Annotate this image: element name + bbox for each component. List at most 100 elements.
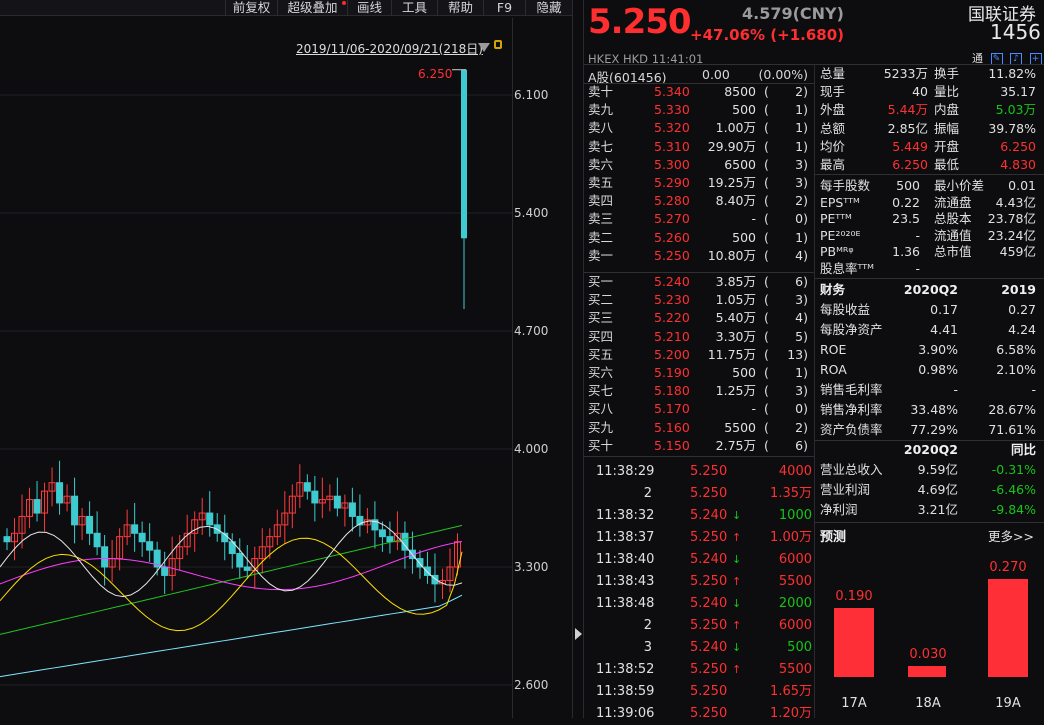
candle-body (72, 496, 78, 525)
order-count: 2) (795, 83, 808, 101)
expand-arrow-icon[interactable] (575, 628, 582, 640)
trade-row: 2 5.250 ↑ 6000 (596, 615, 812, 637)
candle-body (244, 567, 250, 570)
stat-value: 2.85亿 (888, 120, 928, 138)
trade-time: 11:38:59 (596, 681, 652, 703)
table-row: 销售净利率 33.48% 28.67% (820, 400, 1040, 420)
paren-open: ( (764, 247, 769, 265)
table-header: 2020Q2 同比 (820, 440, 1040, 460)
toolbar-label: 画线 (357, 0, 382, 15)
order-row[interactable]: 卖五 5.290 19.25万 (3) (588, 174, 812, 192)
trade-price: 5.240 (690, 549, 727, 571)
toolbar-hide-button[interactable]: 隐藏 (525, 0, 572, 16)
stat-row: EPSᵀᵀᴹ 0.22 流通盘 4.43亿 (820, 194, 1040, 212)
stat-key: 股息率ᵀᵀᴹ (820, 260, 874, 278)
arrow-down-icon: ↓ (732, 549, 741, 571)
toolbar-label: F9 (497, 0, 512, 15)
row-value: 2.10% (996, 360, 1036, 380)
order-count: 3) (795, 174, 808, 192)
order-volume: 3.30万 (716, 328, 756, 346)
candlestick-chart[interactable] (0, 18, 512, 718)
paren-open: ( (764, 346, 769, 364)
trade-volume: 1.35万 (770, 483, 812, 505)
order-row[interactable]: 卖六 5.300 6500 (3) (588, 156, 812, 174)
row-value: 9.59亿 (918, 460, 958, 480)
order-row[interactable]: 卖九 5.330 500 (1) (588, 101, 812, 119)
order-row[interactable]: 买二 5.230 1.05万 (3) (588, 291, 812, 309)
forecast-value: 0.030 (898, 647, 958, 662)
toolbar-draw-button[interactable]: 画线 (347, 0, 391, 16)
order-row[interactable]: 买四 5.210 3.30万 (5) (588, 328, 812, 346)
order-count: 3) (795, 156, 808, 174)
toolbar-overlay-button[interactable]: 超级叠加 (277, 0, 347, 16)
order-row[interactable]: 买八 5.170 -(0) (588, 400, 812, 418)
order-volume: 500 (732, 229, 756, 247)
order-level-label: 卖十 (588, 83, 613, 101)
paren-open: ( (764, 400, 769, 418)
order-row[interactable]: 买七 5.180 1.25万 (3) (588, 382, 812, 400)
stat-row: PBᴹᴿᵠ 1.36 总市值 459亿 (820, 243, 1040, 261)
more-link[interactable]: 更多>> (988, 526, 1034, 545)
trade-price: 5.240 (690, 593, 727, 615)
candle-body (102, 547, 108, 567)
toolbar-label: 前复权 (233, 0, 271, 15)
order-price: 5.180 (654, 382, 690, 400)
price-change: +47.06% (+1.680) (690, 26, 844, 44)
row-value: 71.61% (988, 420, 1036, 440)
stat-value: 5.44万 (888, 101, 928, 119)
stat-key: PBᴹᴿᵠ (820, 243, 854, 261)
trade-row: 11:38:59 5.250 1.65万 (596, 681, 812, 703)
axis-divider (512, 18, 513, 718)
order-level-label: 卖九 (588, 101, 613, 119)
paren-open: ( (764, 119, 769, 137)
order-row[interactable]: 卖三 5.270 -(0) (588, 210, 812, 228)
order-row[interactable]: 买一 5.240 3.85万 (6) (588, 273, 812, 291)
stat-key: 最低 (934, 156, 959, 174)
order-level-label: 卖四 (588, 192, 613, 210)
collapse-handle[interactable] (572, 0, 584, 718)
toolbar-tools-button[interactable]: 工具 (391, 0, 437, 16)
stat-row: 最高 6.250 最低 4.830 (820, 156, 1040, 174)
table-row: ROE 3.90% 6.58% (820, 340, 1040, 360)
toolbar-f9-button[interactable]: F9 (483, 0, 525, 16)
stat-row: 股息率ᵀᵀᴹ - (820, 260, 1040, 278)
order-row[interactable]: 卖十 5.340 8500 (2) (588, 83, 812, 101)
previous-close: 4.579(CNY) (742, 4, 844, 23)
order-count: 6) (795, 273, 808, 291)
divider (814, 278, 1044, 279)
order-row[interactable]: 买十 5.150 2.75万 (6) (588, 437, 812, 455)
paren-open: ( (764, 273, 769, 291)
order-row[interactable]: 卖八 5.320 1.00万 (1) (588, 119, 812, 137)
trade-price: 5.250 (690, 615, 727, 637)
order-row[interactable]: 卖四 5.280 8.40万 (2) (588, 192, 812, 210)
kline-panel[interactable]: 前复权 超级叠加 画线 工具 帮助 F9 隐藏 2019/11/06-2020/… (0, 0, 572, 718)
order-price: 5.270 (654, 210, 690, 228)
order-level-label: 卖六 (588, 156, 613, 174)
toolbar-adjust-button[interactable]: 前复权 (225, 0, 277, 16)
order-row[interactable]: 卖二 5.260 500 (1) (588, 229, 812, 247)
row-value: 0.27 (1008, 300, 1036, 320)
table-row: 每股净资产 4.41 4.24 (820, 320, 1040, 340)
arrow-up-icon: ↑ (732, 615, 741, 637)
candle-body (207, 513, 213, 525)
trade-time: 2 (596, 483, 652, 505)
order-row[interactable]: 买六 5.190 500 (1) (588, 364, 812, 382)
order-row[interactable]: 买九 5.160 5500 (2) (588, 419, 812, 437)
trade-volume: 4000 (779, 461, 812, 483)
order-level-label: 买八 (588, 400, 613, 418)
order-row[interactable]: 买五 5.200 11.75万 (13) (588, 346, 812, 364)
stock-code: 1456 (990, 20, 1041, 44)
order-row[interactable]: 卖七 5.310 29.90万 (1) (588, 138, 812, 156)
order-row[interactable]: 卖一 5.250 10.80万 (4) (588, 247, 812, 265)
toolbar-help-button[interactable]: 帮助 (437, 0, 483, 16)
order-volume: 11.75万 (708, 346, 756, 364)
order-row[interactable]: 买三 5.220 5.40万 (4) (588, 309, 812, 327)
trade-time: 11:38:48 (596, 593, 652, 615)
trade-volume: 1.00万 (770, 527, 812, 549)
toolbar-label: 超级叠加 (287, 0, 337, 15)
paren-open: ( (764, 419, 769, 437)
stat-key: 开盘 (934, 138, 959, 156)
y-tick-label: 4.700 (514, 324, 548, 338)
candle-body (132, 525, 138, 533)
order-price: 5.170 (654, 400, 690, 418)
